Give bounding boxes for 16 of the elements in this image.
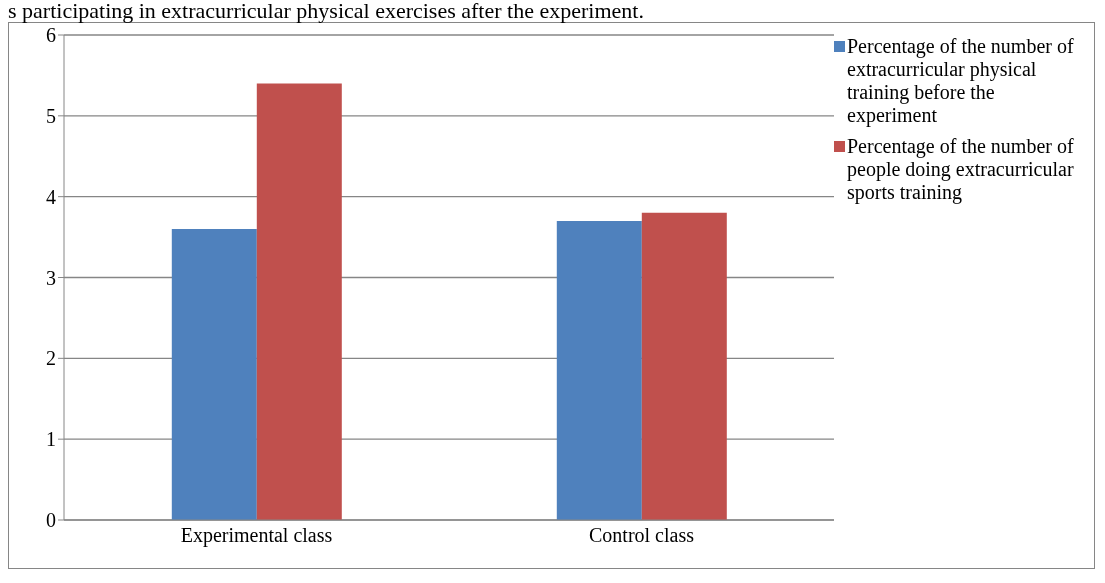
x-tick-label: Control class	[589, 524, 695, 547]
bar	[256, 83, 342, 520]
bar	[556, 220, 642, 520]
legend-label: Percentage of the number of extracurricular physical training before the experiment	[847, 35, 1075, 127]
y-tick-label: 6	[46, 24, 56, 47]
y-tick-label: 3	[46, 266, 56, 289]
bar	[171, 229, 257, 520]
y-tick-label: 1	[46, 428, 56, 451]
chart-title: s participating in extracurricular physical exercises after the experiment.	[8, 0, 645, 23]
y-tick-label: 0	[46, 509, 56, 532]
y-tick-label: 4	[46, 185, 56, 208]
x-tick-label: Experimental class	[180, 524, 333, 548]
legend-label: Percentage of the number of people doing extracurricular sports training	[847, 135, 1075, 204]
bar	[641, 212, 727, 520]
y-tick-label: 5	[46, 104, 56, 127]
y-tick-label: 2	[46, 347, 56, 370]
